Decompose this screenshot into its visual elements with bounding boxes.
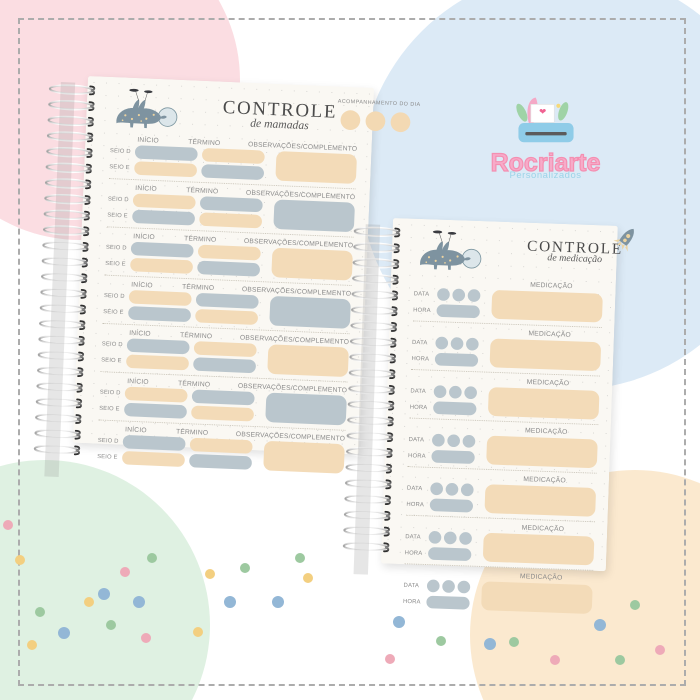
svg-text:❤: ❤ xyxy=(539,108,546,117)
